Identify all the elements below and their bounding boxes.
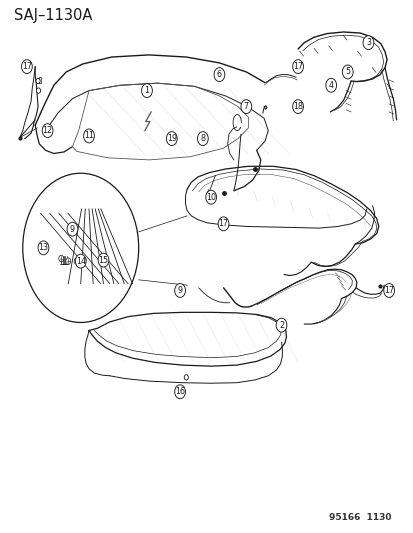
Circle shape [240, 100, 251, 114]
Circle shape [292, 60, 303, 74]
Circle shape [21, 60, 32, 74]
Circle shape [59, 255, 64, 262]
Text: 6: 6 [216, 70, 221, 79]
Text: 11: 11 [84, 132, 94, 140]
Circle shape [98, 253, 109, 267]
Circle shape [218, 217, 228, 231]
Circle shape [292, 100, 303, 114]
Text: 5: 5 [344, 68, 349, 76]
Text: 8: 8 [200, 134, 205, 143]
Circle shape [67, 222, 78, 236]
Text: 3: 3 [365, 38, 370, 47]
Circle shape [174, 284, 185, 297]
Circle shape [36, 78, 40, 84]
Text: 9: 9 [177, 286, 182, 295]
Text: 9: 9 [70, 225, 75, 233]
Text: 13: 13 [38, 244, 48, 252]
Circle shape [141, 84, 152, 98]
Text: 4: 4 [328, 81, 333, 90]
Circle shape [83, 129, 94, 143]
Text: 17: 17 [22, 62, 32, 71]
Text: 12: 12 [43, 126, 52, 135]
Circle shape [197, 132, 208, 146]
Text: 10: 10 [206, 193, 216, 201]
Text: 18: 18 [292, 102, 302, 111]
Text: 17: 17 [218, 220, 228, 228]
Text: 16: 16 [175, 387, 185, 396]
Circle shape [342, 65, 352, 79]
Text: 15: 15 [98, 256, 108, 264]
Circle shape [362, 36, 373, 50]
Circle shape [42, 124, 53, 138]
Text: 19: 19 [166, 134, 176, 143]
Circle shape [66, 258, 71, 264]
Circle shape [75, 254, 86, 268]
Circle shape [325, 78, 336, 92]
Circle shape [74, 258, 79, 264]
Circle shape [184, 375, 188, 380]
Circle shape [174, 385, 185, 399]
Circle shape [214, 68, 224, 82]
Text: 95166  1130: 95166 1130 [328, 513, 390, 522]
Circle shape [383, 284, 394, 297]
Text: 7: 7 [243, 102, 248, 111]
Circle shape [38, 241, 49, 255]
Text: 14: 14 [76, 257, 85, 265]
Circle shape [275, 318, 286, 332]
Text: SAJ–1130A: SAJ–1130A [14, 8, 93, 23]
Circle shape [81, 257, 86, 263]
Text: 1: 1 [144, 86, 149, 95]
Text: 2: 2 [278, 321, 283, 329]
Circle shape [166, 132, 177, 146]
Circle shape [205, 190, 216, 204]
Text: 17: 17 [292, 62, 302, 71]
Circle shape [36, 88, 40, 93]
Text: 17: 17 [383, 286, 393, 295]
